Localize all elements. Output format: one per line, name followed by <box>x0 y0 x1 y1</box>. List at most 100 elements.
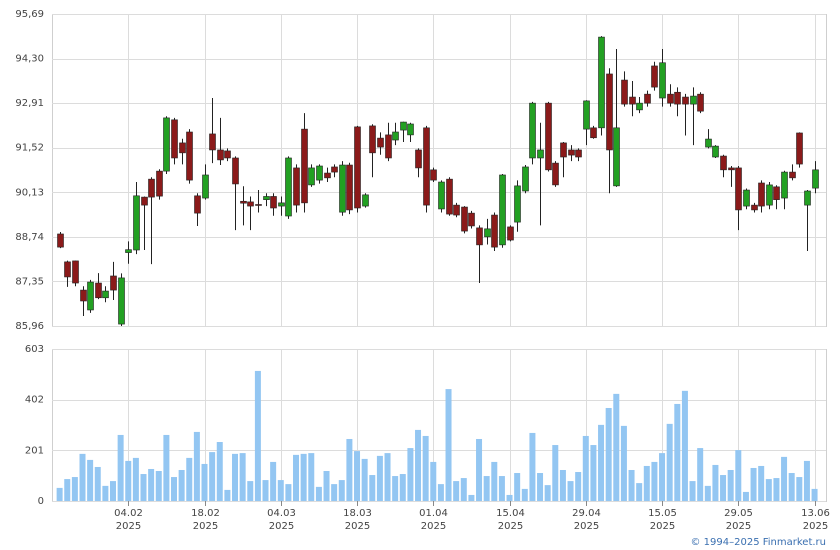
volume-bar <box>300 453 307 501</box>
y-tick-label: 91,52 <box>15 143 44 154</box>
candle-body <box>438 181 445 210</box>
x-tick-year: 2025 <box>345 521 370 532</box>
volume-bar <box>575 472 582 501</box>
volume-bar <box>430 461 437 501</box>
x-tick-label: 04.03 <box>267 508 296 519</box>
volume-bar <box>277 480 284 501</box>
volume-bar <box>178 469 185 501</box>
candle-body <box>217 149 224 161</box>
candle-body <box>613 127 620 187</box>
candle-body <box>789 171 796 179</box>
candle-body <box>476 227 483 246</box>
volume-bar <box>125 460 132 501</box>
y-tick-label: 94,30 <box>15 54 44 65</box>
volume-bar <box>781 456 788 501</box>
y-tick-label: 95,69 <box>15 9 44 20</box>
volume-bar <box>354 451 361 501</box>
y-tick-label: 92,91 <box>15 98 44 109</box>
y-tick-label: 87,35 <box>15 276 44 287</box>
candle-body <box>514 185 521 223</box>
volume-bar <box>270 461 277 501</box>
volume-bar <box>392 476 399 501</box>
candle-body <box>728 167 735 171</box>
candle-body <box>202 174 209 199</box>
candle-body <box>590 127 597 139</box>
candle-body <box>209 133 216 151</box>
volume-bar <box>148 468 155 501</box>
volume-bar <box>659 453 666 501</box>
volume-bar <box>765 479 772 501</box>
volume-bar <box>643 465 650 501</box>
volume-bar <box>193 431 200 501</box>
candle-body <box>499 174 506 246</box>
volume-bar <box>750 467 757 501</box>
volume-bar <box>71 477 78 501</box>
candle-body <box>171 119 178 159</box>
volume-bar <box>232 453 239 501</box>
candle-body <box>484 228 491 238</box>
x-tick-label: 13.06 <box>801 508 830 519</box>
candle-body <box>240 200 247 204</box>
candle-body <box>285 157 292 217</box>
volume-bar <box>712 464 719 501</box>
candle-body <box>247 201 254 207</box>
candle-body <box>87 281 94 311</box>
volume-bar <box>811 488 818 501</box>
volume-bar <box>514 473 521 501</box>
candle-body <box>80 289 87 302</box>
candle-body <box>301 128 308 204</box>
candle-body <box>72 260 79 284</box>
x-tick-label: 01.04 <box>419 508 448 519</box>
volume-bar <box>209 452 216 501</box>
candle-body <box>232 157 239 185</box>
candle-body <box>369 125 376 154</box>
volume-bar <box>376 455 383 501</box>
volume-bar <box>254 370 261 501</box>
candle-body <box>598 36 605 129</box>
x-tick-year: 2025 <box>650 521 675 532</box>
candle-body <box>812 169 819 189</box>
x-tick-label: 18.03 <box>343 508 372 519</box>
candle-body <box>415 149 422 169</box>
volume-bar <box>399 474 406 501</box>
volume-bar <box>110 481 117 501</box>
volume-bar <box>437 484 444 501</box>
x-tick-year: 2025 <box>193 521 218 532</box>
volume-bar <box>315 486 322 501</box>
candle-body <box>705 138 712 148</box>
candle-body <box>545 102 552 171</box>
volume-bar <box>132 457 139 501</box>
y-tick-label: 402 <box>25 395 44 406</box>
candle-body <box>697 93 704 112</box>
volume-bar <box>582 435 589 501</box>
volume-bar <box>94 466 101 501</box>
volume-bar <box>201 463 208 501</box>
volume-bar <box>346 438 353 501</box>
candle-body <box>407 123 414 136</box>
volume-bar <box>384 453 391 501</box>
candle-body <box>194 195 201 214</box>
volume-bar <box>483 476 490 501</box>
candle-body <box>430 169 437 181</box>
candle-body <box>751 204 758 211</box>
candle-body <box>522 166 529 192</box>
volume-bar <box>117 434 124 501</box>
volume-bar <box>720 475 727 501</box>
candle-body <box>331 166 338 173</box>
volume-bar <box>239 453 246 501</box>
candle-body <box>529 102 536 159</box>
candle-body <box>125 249 132 253</box>
volume-bar <box>788 473 795 501</box>
volume-bar <box>803 460 810 501</box>
candle-body <box>392 131 399 141</box>
x-tick-label: 04.02 <box>114 508 143 519</box>
volume-bar <box>64 479 71 501</box>
volume-bar <box>155 471 162 501</box>
volume-bar <box>567 481 574 501</box>
volume-bar <box>293 454 300 501</box>
volume-bar <box>636 483 643 501</box>
volume-bar <box>666 423 673 501</box>
volume-bar <box>598 424 605 501</box>
volume-bar <box>216 442 223 501</box>
